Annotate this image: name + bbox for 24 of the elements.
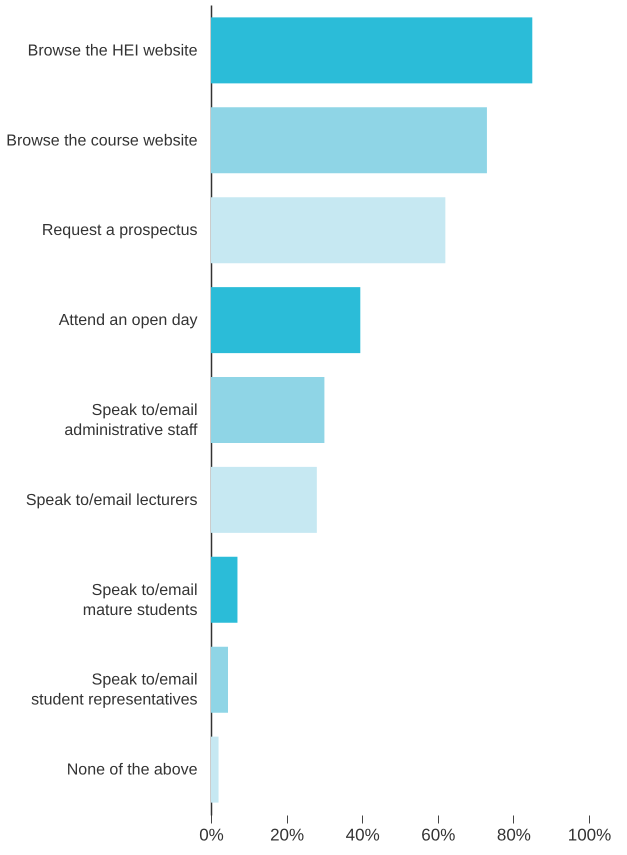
y-tick-label: None of the above: [66, 762, 198, 779]
y-tick-label: Speak to/email lecturers: [26, 492, 198, 509]
bar: [211, 646, 228, 713]
x-tick-label: 60%: [421, 826, 456, 844]
y-tick-label: Request a prospectus: [42, 222, 198, 240]
y-tick-label: Attend an open day: [58, 312, 198, 330]
x-tick-label: 20%: [270, 826, 304, 844]
bar: [211, 197, 446, 264]
y-tick-label: Browse the course website: [6, 132, 198, 150]
x-tick-label: 100%: [568, 826, 612, 844]
bar: [211, 736, 219, 803]
bar: [211, 287, 360, 354]
bar: [211, 107, 487, 174]
bar: [211, 17, 532, 84]
x-tick-label: 0%: [199, 826, 224, 844]
x-tick-label: 40%: [346, 826, 380, 844]
y-tick-label: Speak to/email student representatives: [31, 672, 198, 709]
bar: [211, 377, 324, 443]
x-tick-label: 80%: [496, 826, 531, 844]
bar: [211, 466, 317, 533]
y-tick-label: Speak to/email mature students: [82, 582, 198, 619]
y-tick-label: Speak to/email administrative staff: [64, 402, 198, 439]
y-tick-label: Browse the HEI website: [28, 42, 198, 60]
bar: [211, 556, 238, 623]
